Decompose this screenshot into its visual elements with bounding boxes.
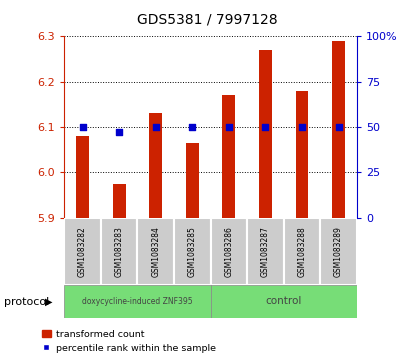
Bar: [259, 50, 272, 218]
Bar: [64, 218, 101, 285]
Bar: [113, 184, 126, 218]
Bar: [295, 91, 308, 218]
Bar: [137, 218, 174, 285]
Text: ▶: ▶: [45, 297, 52, 307]
Point: [189, 124, 195, 130]
Bar: [76, 136, 89, 218]
Bar: [332, 41, 345, 218]
Text: GSM1083285: GSM1083285: [188, 226, 197, 277]
Bar: [284, 218, 320, 285]
Bar: [186, 143, 199, 218]
Text: GSM1083282: GSM1083282: [78, 226, 87, 277]
Point: [299, 124, 305, 130]
Text: GSM1083287: GSM1083287: [261, 226, 270, 277]
Point: [226, 124, 232, 130]
Bar: [64, 285, 210, 318]
Point: [116, 130, 122, 135]
Bar: [247, 218, 284, 285]
Point: [262, 124, 269, 130]
Bar: [101, 218, 137, 285]
Bar: [211, 285, 357, 318]
Text: GSM1083286: GSM1083286: [225, 226, 233, 277]
Point: [79, 124, 86, 130]
Text: GSM1083288: GSM1083288: [298, 226, 307, 277]
Text: GSM1083284: GSM1083284: [151, 226, 160, 277]
Text: protocol: protocol: [4, 297, 49, 307]
Bar: [174, 218, 211, 285]
Point: [335, 124, 342, 130]
Point: [152, 124, 159, 130]
Text: GSM1083289: GSM1083289: [334, 226, 343, 277]
Text: doxycycline-induced ZNF395: doxycycline-induced ZNF395: [82, 297, 193, 306]
Text: GDS5381 / 7997128: GDS5381 / 7997128: [137, 13, 278, 27]
Bar: [320, 218, 357, 285]
Legend: transformed count, percentile rank within the sample: transformed count, percentile rank withi…: [38, 326, 220, 356]
Bar: [211, 218, 247, 285]
Bar: [149, 114, 162, 218]
Bar: [222, 95, 235, 218]
Text: GSM1083283: GSM1083283: [115, 226, 124, 277]
Text: control: control: [266, 296, 302, 306]
